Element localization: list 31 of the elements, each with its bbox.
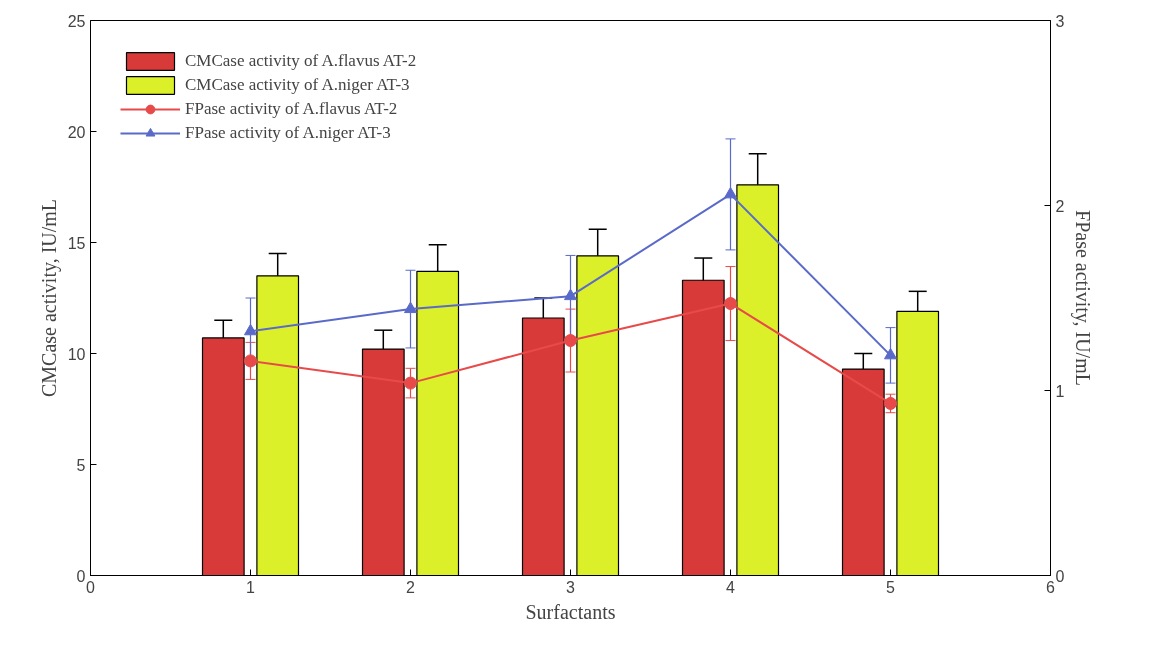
x-tick-label: 4 [726,578,736,596]
y-tick-label: 20 [67,123,86,141]
x-tick-label: 5 [886,578,896,596]
y2-axis-title: FPase activity, IU/mL [1071,210,1095,386]
x-tick-label: 1 [246,578,256,596]
point [884,396,897,410]
y2-tick-label: 0 [1055,567,1065,585]
point [404,301,417,314]
x-tick-label: 6 [1046,578,1056,596]
x-axis-title: Surfactants [525,600,616,623]
y-tick-label: 10 [67,345,86,363]
legend-label: CMCase activity of A.flavus AT-2 [185,51,417,71]
y-tick-label: 0 [76,567,86,585]
y2-tick-label: 1 [1055,382,1065,400]
point [244,354,257,368]
x-tick-label: 3 [566,578,576,596]
point [724,297,737,311]
legend-label: CMCase activity of A.niger AT-3 [185,75,410,95]
y2-tick-label: 2 [1055,197,1065,215]
point [404,376,417,390]
y2-tick-label: 3 [1055,12,1065,30]
x-tick-label: 2 [406,578,416,596]
point [244,323,257,336]
y-tick-label: 15 [67,234,86,252]
point [564,288,577,301]
y-tick-label: 25 [67,12,86,30]
legend-label: FPase activity of A.niger AT-3 [185,123,391,143]
y-axis-title: CMCase activity, IU/mL [37,198,61,398]
legend-label: FPase activity of A.flavus AT-2 [185,99,398,119]
y-tick-label: 5 [76,456,86,474]
point [564,334,577,348]
